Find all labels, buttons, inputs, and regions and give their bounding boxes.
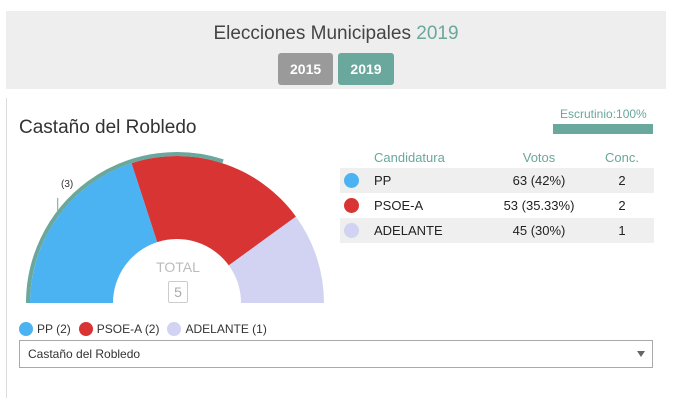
legend-color-dot — [167, 322, 182, 336]
results-table: Candidatura Votos Conc. PP 63 (42%) 2 PS… — [340, 148, 654, 243]
legend-color-dot — [78, 322, 93, 336]
legend-item-adelante[interactable]: ADELANTE (1) — [167, 322, 267, 336]
legend-item-pp[interactable]: PP (2) — [19, 322, 71, 336]
scrutiny-progress-fill — [553, 124, 653, 134]
scrutiny-label: Escrutinio:100% — [560, 107, 647, 121]
party-name: PSOE-A — [374, 198, 424, 213]
title-text: Elecciones Municipales — [213, 23, 411, 44]
header-candidatura: Candidatura — [374, 150, 445, 165]
panel-left-border — [6, 98, 7, 398]
party-name: PP — [374, 173, 392, 188]
total-value: 5 — [168, 281, 188, 303]
party-color-dot — [344, 198, 359, 213]
majority-label: (3) — [61, 179, 73, 190]
chart-legend: PP (2) PSOE-A (2) ADELANTE (1) — [19, 322, 275, 336]
header-panel: Elecciones Municipales 2019 2015 2019 — [6, 11, 666, 89]
party-name: ADELANTE — [374, 223, 443, 238]
total-label: TOTAL — [156, 259, 200, 275]
table-row: PP 63 (42%) 2 — [340, 168, 654, 193]
legend-label: ADELANTE (1) — [185, 322, 267, 336]
legend-label: PP (2) — [37, 322, 71, 336]
scrutiny-progress-bar — [553, 124, 653, 134]
results-header: Candidatura Votos Conc. — [340, 148, 654, 168]
municipality-select-value: Castaño del Robledo — [28, 347, 141, 361]
chevron-down-icon — [637, 351, 645, 357]
legend-label: PSOE-A (2) — [96, 322, 160, 336]
party-votes: 45 (30%) — [512, 223, 566, 238]
seat-segment-psoe-a — [131, 156, 296, 266]
municipality-select[interactable]: Castaño del Robledo — [19, 340, 653, 368]
seat-segment-pp — [30, 163, 158, 303]
party-votes: 63 (42%) — [512, 173, 566, 188]
year-2019-button[interactable]: 2019 — [338, 53, 394, 85]
page-title: Elecciones Municipales 2019 — [6, 23, 666, 45]
party-color-dot — [344, 173, 359, 188]
legend-color-dot — [19, 322, 33, 336]
table-row: ADELANTE 45 (30%) 1 — [340, 218, 654, 243]
municipality-title: Castaño del Robledo — [19, 117, 197, 138]
seat-segment-adelante — [228, 216, 324, 303]
header-votos: Votos — [522, 150, 556, 165]
legend-item-psoe-a[interactable]: PSOE-A (2) — [78, 322, 160, 336]
party-seats: 2 — [618, 173, 626, 188]
table-row: PSOE-A 53 (35.33%) 2 — [340, 193, 654, 218]
party-seats: 2 — [618, 198, 626, 213]
party-seats: 1 — [618, 223, 626, 238]
year-2015-button[interactable]: 2015 — [278, 53, 333, 85]
party-votes: 53 (35.33%) — [503, 198, 575, 213]
seats-chart: (3) — [0, 140, 350, 310]
majority-arc — [26, 152, 224, 304]
seats-chart-svg: (3) — [26, 152, 324, 304]
header-conc: Conc. — [605, 150, 639, 165]
title-year: 2019 — [416, 23, 459, 44]
party-color-dot — [344, 223, 359, 238]
